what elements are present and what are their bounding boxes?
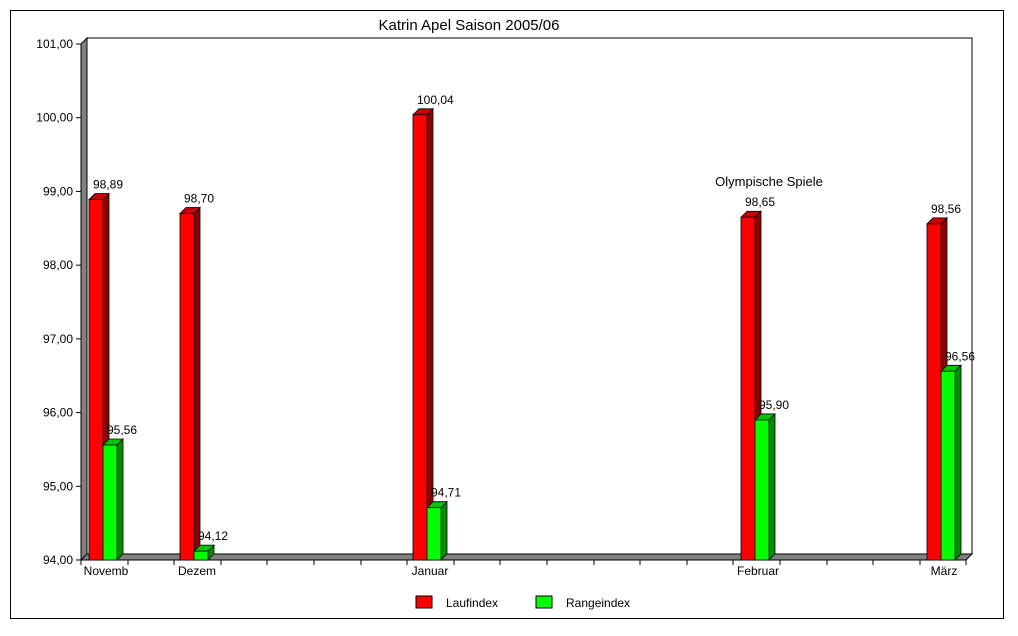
legend-label-laufindex: Laufindex (446, 596, 498, 610)
bar-front-face (88, 199, 104, 561)
x-tick-label: Dezem (178, 564, 216, 578)
y-tick-label: 97,00 (43, 332, 73, 346)
y-tick-label: 94,00 (43, 553, 73, 567)
bar-side-face (954, 364, 962, 561)
bar-side-face (116, 438, 124, 561)
rangeindex-value-label: 96,56 (945, 349, 975, 363)
rangeindex-value-label: 95,90 (759, 398, 789, 412)
rangeindex-bar (193, 544, 215, 561)
bar-front-face (926, 223, 942, 561)
rangeindex-bar (940, 364, 962, 561)
bar-front-face (179, 213, 195, 561)
rangeindex-value-label: 95,56 (107, 423, 137, 437)
rangeindex-value-label: 94,71 (431, 486, 461, 500)
rangeindex-bar (754, 412, 776, 561)
annotation-olympische-spiele: Olympische Spiele (715, 174, 823, 189)
bar-front-face (740, 216, 756, 561)
plot-area: 101,00 100,00 99,00 98,00 97,00 96,00 95,00 94,… (36, 36, 975, 578)
chart-title: Katrin Apel Saison 2005/06 (379, 17, 560, 34)
rangeindex-value-label: 94,12 (198, 529, 228, 543)
bar-front-face (102, 444, 118, 561)
x-tick-label: Januar (412, 564, 449, 578)
x-tick-label: März (931, 564, 958, 578)
bar-side-face (768, 412, 776, 561)
legend-swatch-rangeindex (535, 595, 553, 609)
x-tick-label: Februar (737, 564, 779, 578)
y-tick-label: 100,00 (36, 111, 73, 125)
bar-front-face (940, 370, 956, 561)
y-tick-label: 99,00 (43, 184, 73, 198)
bar-front-face (754, 419, 770, 561)
legend-swatch-laufindex (415, 595, 433, 609)
laufindex-value-label: 98,89 (93, 178, 123, 192)
laufindex-value-label: 98,65 (745, 195, 775, 209)
y-tick-label: 96,00 (43, 406, 73, 420)
y-tick-label: 95,00 (43, 479, 73, 493)
legend: Laufindex Rangeindex (415, 595, 630, 610)
legend-label-rangeindex: Rangeindex (566, 596, 630, 610)
laufindex-value-label: 98,70 (184, 192, 214, 206)
plot-back-wall (86, 37, 973, 555)
laufindex-value-label: 100,04 (417, 93, 454, 107)
bar-front-face (193, 550, 209, 561)
rangeindex-bar (426, 500, 448, 561)
laufindex-value-label: 98,56 (931, 202, 961, 216)
plot-side-wall (80, 36, 88, 562)
x-tick-label: Novemb (84, 564, 129, 578)
bar-front-face (426, 507, 442, 561)
y-tick-label: 101,00 (36, 37, 73, 51)
laufindex-bar (179, 206, 201, 561)
bar-side-face (440, 500, 448, 561)
bar-side-face (193, 206, 201, 561)
laufindex-bar (412, 107, 434, 561)
rangeindex-bar (102, 438, 124, 561)
y-tick-label: 98,00 (43, 258, 73, 272)
plot-floor (79, 553, 974, 561)
bar-front-face (412, 114, 428, 561)
